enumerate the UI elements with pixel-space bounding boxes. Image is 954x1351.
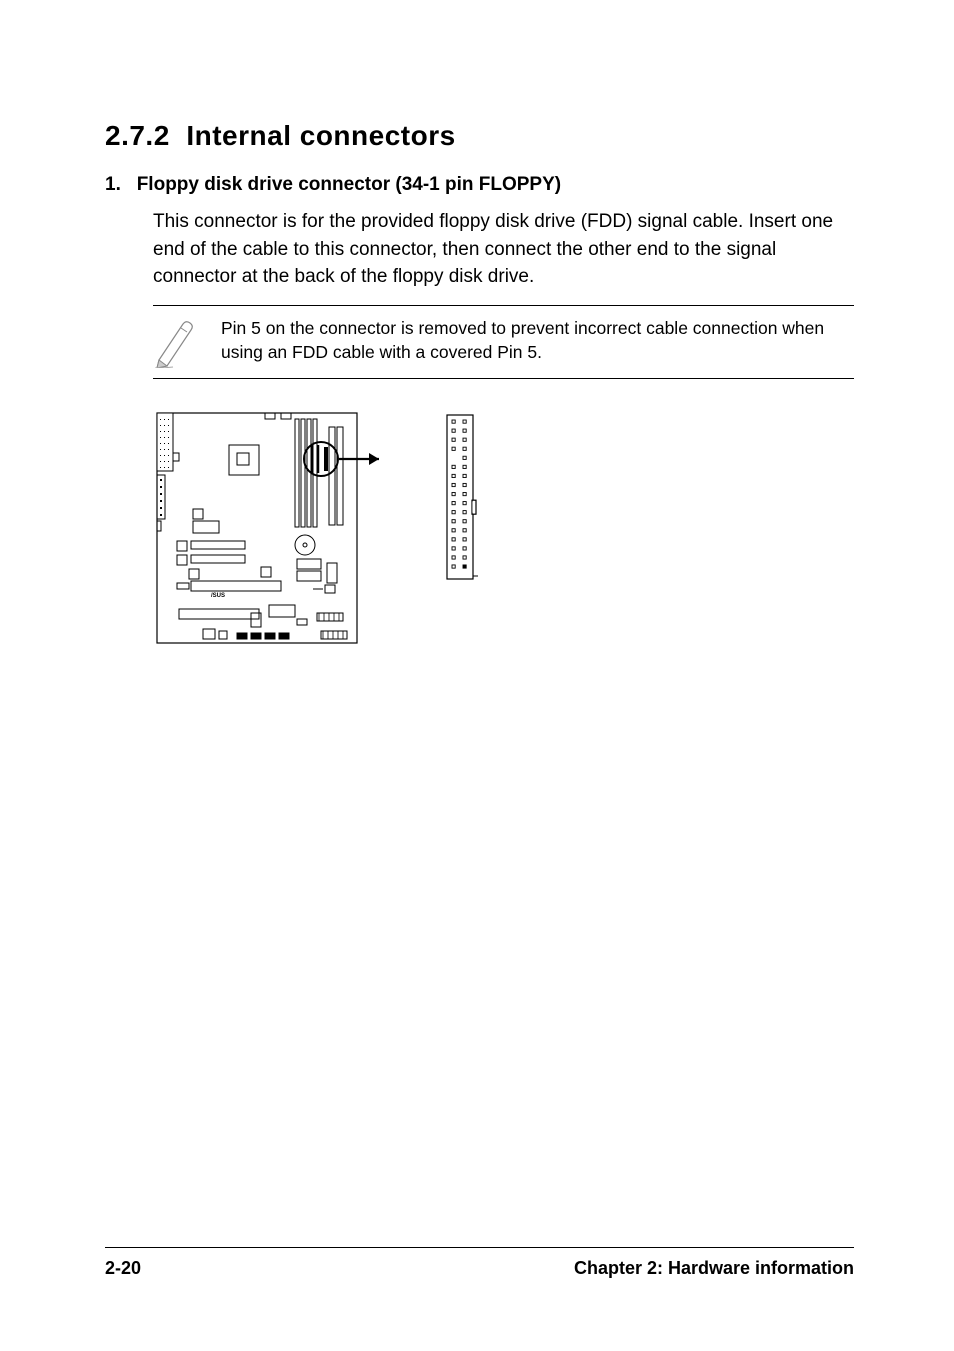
svg-text:/SUS: /SUS	[211, 593, 225, 599]
diagram-area: /SUS	[153, 409, 854, 654]
pen-note-icon	[153, 316, 197, 366]
page-number: 2-20	[105, 1258, 141, 1279]
item-number: 1.	[105, 174, 121, 195]
item-heading: 1. Floppy disk drive connector (34-1 pin…	[105, 174, 854, 196]
section-number: 2.7.2	[105, 120, 170, 151]
connector-pinout-diagram	[441, 409, 481, 594]
footer-rule	[105, 1247, 854, 1248]
section-title-text: Internal connectors	[186, 120, 455, 151]
section-title: 2.7.2 Internal connectors	[105, 120, 854, 152]
note-block: Pin 5 on the connector is removed to pre…	[153, 305, 854, 379]
chapter-label: Chapter 2: Hardware information	[574, 1258, 854, 1279]
motherboard-diagram: /SUS	[153, 409, 393, 654]
note-text: Pin 5 on the connector is removed to pre…	[221, 316, 854, 365]
page-footer: 2-20 Chapter 2: Hardware information	[105, 1247, 854, 1279]
page: 2.7.2 Internal connectors 1. Floppy disk…	[0, 0, 954, 1351]
item-body: This connector is for the provided flopp…	[153, 208, 854, 291]
item-heading-text: Floppy disk drive connector (34-1 pin FL…	[137, 174, 561, 195]
